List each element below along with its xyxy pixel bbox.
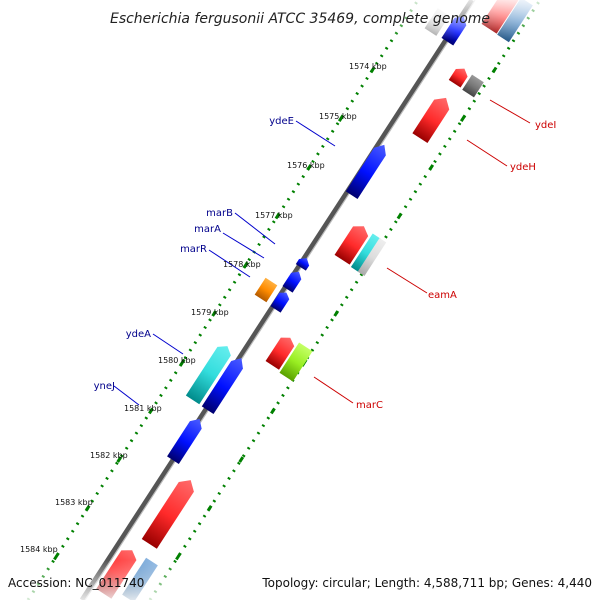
gene-label-ydeH: ydeH <box>510 162 536 173</box>
gene-red-mid-arrow <box>334 226 369 265</box>
tick-label: 1583 kbp <box>55 498 93 507</box>
tick-mark-right <box>238 456 245 463</box>
gene-red-marC-arrow <box>265 337 295 370</box>
gene-red-short-arrow <box>448 68 468 88</box>
tick-marks <box>53 66 498 561</box>
tick-mark-left <box>274 212 281 220</box>
tick-label: 1579 kbp <box>191 308 229 317</box>
gene-marB-arrow[interactable] <box>295 255 312 271</box>
tick-label: 1578 kbp <box>223 260 261 269</box>
tick-mark-left <box>116 456 123 463</box>
gene-ydeH-arrow[interactable] <box>412 93 453 144</box>
tick-mark-right <box>270 407 276 415</box>
gene-blue-long-arrow <box>201 358 243 414</box>
gene-features <box>96 0 533 600</box>
gene-label-marB: marB <box>206 208 233 219</box>
tick-label: 1580 kbp <box>158 356 196 365</box>
gene-label-marC: marC <box>356 400 383 411</box>
tick-mark-left <box>306 164 313 171</box>
gene-label-marA: marA <box>194 224 221 235</box>
gene-marC-arrow[interactable] <box>279 342 313 382</box>
tick-mark-left <box>84 504 91 512</box>
map-title: Escherichia fergusonii ATCC 35469, compl… <box>110 11 490 27</box>
gene-orange-arrow <box>254 277 278 303</box>
gene-ydeI-arrow[interactable] <box>462 74 484 98</box>
gene-eamA-pale-arrow <box>357 238 387 276</box>
tick-mark-left <box>179 358 186 366</box>
tick-label: 1574 kbp <box>349 62 387 71</box>
tick-mark-right <box>459 115 466 123</box>
gene-ydeA-arrow[interactable] <box>185 342 234 405</box>
top-fade <box>0 0 600 40</box>
tick-label: 1584 kbp <box>20 545 58 554</box>
accession-text: Accession: NC_011740 <box>8 576 144 590</box>
gene-eamA-arrow[interactable] <box>350 233 382 273</box>
gene-label-ydeE: ydeE <box>269 116 294 127</box>
tick-mark-left <box>53 553 59 561</box>
tick-mark-right <box>206 504 213 512</box>
tick-mark-left <box>369 66 376 74</box>
tick-mark-right <box>396 212 403 220</box>
tick-mark-left <box>148 407 154 415</box>
gene-yneJ-arrow[interactable] <box>167 415 205 464</box>
gene-ydeE-arrow[interactable] <box>345 141 390 199</box>
topology-text: Topology: circular; Length: 4,588,711 bp… <box>261 576 592 590</box>
tick-label: 1582 kbp <box>90 451 128 460</box>
label-leaders <box>113 99 531 406</box>
tick-label: 1581 kbp <box>124 404 162 413</box>
tick-mark-right <box>175 553 181 561</box>
tick-mark-right <box>491 66 498 74</box>
gene-bottom-red-arrow <box>141 480 194 549</box>
gene-marR-arrow[interactable] <box>270 289 292 313</box>
gene-marA-arrow[interactable] <box>282 269 305 293</box>
gene-label-eamA: eamA <box>428 290 457 301</box>
gene-label-ydeI: ydeI <box>535 120 556 131</box>
tick-label: 1577 kbp <box>255 211 293 220</box>
gene-label-yneJ: yneJ <box>94 381 115 392</box>
tick-mark-right <box>333 310 340 317</box>
tick-mark-left <box>243 261 249 269</box>
gene-labels-left: ydeE marB marA marR ydeA yneJ <box>94 116 294 392</box>
tick-mark-left <box>337 115 344 123</box>
tick-labels: 1574 kbp 1575 kbp 1576 kbp 1577 kbp 1578… <box>20 62 387 554</box>
tick-mark-right <box>428 164 435 171</box>
gene-label-ydeA: ydeA <box>126 329 151 340</box>
bottom-fade <box>0 560 600 600</box>
tick-mark-left <box>211 310 218 317</box>
tick-label: 1576 kbp <box>287 161 325 170</box>
gene-labels-right: ydeI ydeH eamA marC <box>356 120 556 411</box>
gene-label-marR: marR <box>180 244 207 255</box>
tick-label: 1575 kbp <box>319 112 357 121</box>
